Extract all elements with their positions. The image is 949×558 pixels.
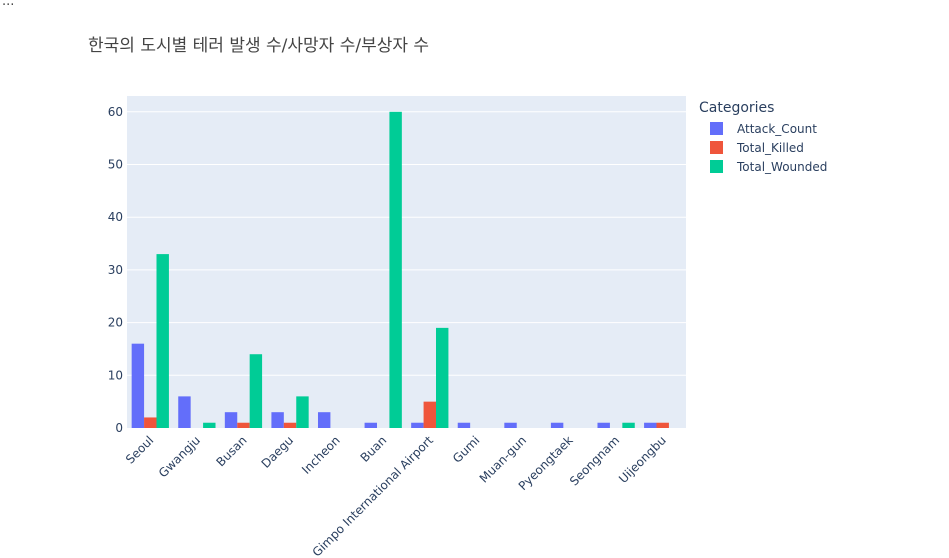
- x-tick-label: Seongnam: [567, 433, 622, 488]
- bar-attack-count[interactable]: [224, 412, 238, 428]
- legend-label: Total_Wounded: [737, 159, 828, 174]
- y-tick-label: 30: [108, 263, 123, 277]
- bar-total-wounded[interactable]: [249, 354, 263, 428]
- x-tick-label: Daegu: [259, 433, 297, 471]
- legend-swatch: [710, 122, 723, 135]
- bar-total-wounded[interactable]: [622, 422, 635, 428]
- bar-attack-count[interactable]: [271, 412, 284, 428]
- x-tick-label: Busan: [213, 433, 249, 469]
- y-tick-label: 10: [108, 368, 123, 382]
- x-tick-label: Gumi: [450, 433, 482, 465]
- chart-title: 한국의 도시별 테러 발생 수/사망자 수/부상자 수: [88, 36, 430, 56]
- bar-attack-count[interactable]: [411, 422, 424, 428]
- bar-attack-count[interactable]: [178, 396, 191, 428]
- x-tick-label: Buan: [358, 433, 390, 465]
- bar-total-wounded[interactable]: [296, 396, 309, 428]
- bar-total-killed[interactable]: [283, 422, 297, 428]
- x-tick-label: Uijeongbu: [616, 433, 669, 486]
- bar-attack-count[interactable]: [550, 422, 564, 428]
- bar-total-wounded[interactable]: [156, 254, 169, 428]
- bar-attack-count[interactable]: [131, 343, 145, 428]
- bar-total-wounded[interactable]: [436, 327, 449, 428]
- bar-total-killed[interactable]: [237, 422, 250, 428]
- plot-area: [127, 96, 686, 428]
- x-tick-label: Gwangju: [156, 433, 203, 480]
- bar-attack-count[interactable]: [597, 422, 610, 428]
- y-tick-label: 40: [108, 210, 123, 224]
- ellipsis-text: ...: [2, 0, 15, 9]
- bar-total-killed[interactable]: [656, 422, 669, 428]
- bar-total-killed[interactable]: [144, 417, 157, 428]
- bar-total-wounded[interactable]: [389, 111, 402, 428]
- legend-label: Total_Killed: [737, 140, 804, 155]
- y-tick-label: 0: [115, 421, 123, 435]
- legend-item-attack-count[interactable]: Attack_Count: [699, 119, 827, 138]
- legend: Categories Attack_Count Total_Killed Total…: [699, 100, 827, 176]
- y-tick-label: 20: [108, 316, 123, 330]
- bar-attack-count[interactable]: [364, 422, 377, 428]
- bar-attack-count[interactable]: [317, 412, 331, 428]
- bar-total-wounded[interactable]: [203, 422, 216, 428]
- bar-attack-count[interactable]: [504, 422, 517, 428]
- x-tick-label: Incheon: [299, 433, 343, 477]
- legend-title: Categories: [699, 100, 775, 116]
- bars: [131, 111, 669, 428]
- y-tick-label: 60: [108, 105, 123, 119]
- y-tick-label: 50: [108, 158, 123, 172]
- bar-total-killed[interactable]: [423, 401, 436, 428]
- legend-swatch: [710, 141, 723, 154]
- legend-swatch: [710, 160, 723, 173]
- bar-attack-count[interactable]: [457, 422, 471, 428]
- y-axis: 0 10 20 30 40 50 60: [108, 105, 123, 435]
- legend-item-total-wounded[interactable]: Total_Wounded: [699, 157, 827, 176]
- bar-attack-count[interactable]: [644, 422, 657, 428]
- legend-item-total-killed[interactable]: Total_Killed: [699, 138, 827, 157]
- legend-label: Attack_Count: [737, 121, 817, 136]
- x-tick-label: Seoul: [123, 433, 156, 466]
- gridlines: [127, 111, 686, 376]
